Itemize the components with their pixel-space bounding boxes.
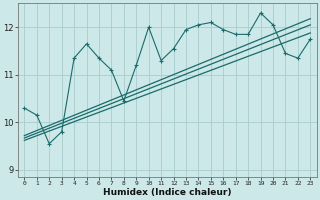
X-axis label: Humidex (Indice chaleur): Humidex (Indice chaleur) (103, 188, 232, 197)
